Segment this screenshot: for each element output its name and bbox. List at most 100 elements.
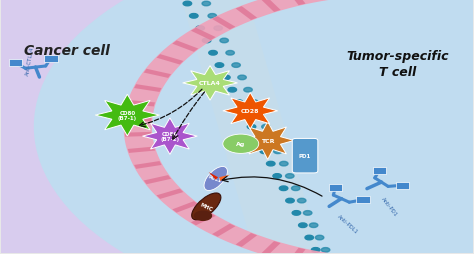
Circle shape — [209, 51, 217, 56]
Circle shape — [244, 88, 252, 93]
FancyBboxPatch shape — [356, 196, 370, 203]
Polygon shape — [134, 161, 162, 169]
Text: CD86
(B7-2): CD86 (B7-2) — [160, 131, 180, 142]
Circle shape — [321, 248, 330, 252]
Circle shape — [262, 125, 270, 130]
Text: Cancer cell: Cancer cell — [24, 44, 110, 58]
Polygon shape — [180, 0, 322, 254]
Polygon shape — [212, 224, 236, 237]
Polygon shape — [134, 85, 162, 93]
Text: Ag: Ag — [236, 142, 246, 147]
Polygon shape — [156, 189, 183, 199]
Circle shape — [202, 39, 211, 44]
Circle shape — [292, 186, 300, 191]
Polygon shape — [128, 147, 155, 153]
Polygon shape — [95, 95, 159, 136]
Polygon shape — [156, 55, 183, 65]
Circle shape — [266, 162, 275, 166]
Circle shape — [305, 235, 313, 240]
Circle shape — [196, 27, 204, 31]
Circle shape — [238, 76, 246, 80]
FancyBboxPatch shape — [9, 60, 22, 67]
Circle shape — [255, 113, 264, 117]
Text: CD28: CD28 — [241, 109, 259, 114]
Circle shape — [223, 135, 259, 154]
Text: Anti-PD1: Anti-PD1 — [380, 196, 398, 217]
Circle shape — [222, 76, 230, 80]
Wedge shape — [0, 0, 242, 254]
Polygon shape — [317, 0, 332, 1]
Circle shape — [247, 125, 256, 130]
Polygon shape — [241, 122, 294, 160]
Circle shape — [235, 100, 243, 105]
Circle shape — [220, 39, 228, 44]
Polygon shape — [219, 175, 230, 181]
Circle shape — [232, 64, 240, 68]
Wedge shape — [34, 0, 388, 254]
Circle shape — [279, 186, 288, 191]
Circle shape — [315, 235, 324, 240]
Text: MHC: MHC — [199, 201, 213, 212]
Polygon shape — [236, 233, 257, 247]
Polygon shape — [124, 0, 355, 254]
Polygon shape — [144, 175, 171, 184]
FancyBboxPatch shape — [329, 184, 342, 191]
Circle shape — [280, 162, 288, 166]
Circle shape — [202, 2, 210, 7]
Polygon shape — [125, 132, 152, 137]
Ellipse shape — [191, 193, 221, 220]
Circle shape — [260, 149, 269, 154]
Polygon shape — [128, 101, 155, 107]
Polygon shape — [125, 117, 152, 122]
Polygon shape — [191, 28, 216, 41]
FancyBboxPatch shape — [396, 182, 410, 189]
Text: PDL1: PDL1 — [207, 173, 222, 183]
Polygon shape — [144, 70, 171, 79]
Bar — [388, 1, 474, 253]
Circle shape — [286, 199, 294, 203]
Circle shape — [228, 88, 237, 93]
Circle shape — [194, 211, 211, 220]
Circle shape — [310, 223, 318, 228]
Circle shape — [214, 27, 222, 31]
Polygon shape — [288, 248, 306, 254]
Text: Anti-CTLA4: Anti-CTLA4 — [25, 46, 35, 76]
Circle shape — [303, 211, 312, 215]
Polygon shape — [212, 17, 236, 30]
Polygon shape — [288, 0, 306, 6]
Polygon shape — [143, 118, 197, 155]
Circle shape — [215, 64, 224, 68]
Polygon shape — [261, 0, 281, 13]
Circle shape — [254, 137, 262, 142]
Circle shape — [268, 137, 276, 142]
Text: PD1: PD1 — [299, 154, 311, 158]
Polygon shape — [317, 253, 332, 254]
Circle shape — [273, 174, 282, 179]
Circle shape — [298, 199, 306, 203]
Polygon shape — [191, 213, 216, 226]
Circle shape — [299, 223, 307, 228]
Polygon shape — [182, 66, 237, 101]
Polygon shape — [172, 201, 198, 213]
FancyBboxPatch shape — [44, 56, 57, 63]
Circle shape — [241, 113, 249, 117]
Circle shape — [285, 174, 294, 179]
Polygon shape — [236, 7, 257, 21]
Circle shape — [311, 248, 320, 252]
Circle shape — [273, 149, 282, 154]
Text: CD80
(B7-1): CD80 (B7-1) — [118, 110, 137, 121]
Text: TCR: TCR — [261, 138, 274, 144]
FancyBboxPatch shape — [373, 167, 386, 174]
Polygon shape — [209, 172, 218, 180]
Polygon shape — [172, 41, 198, 53]
Text: Anti-PDL1: Anti-PDL1 — [337, 213, 359, 234]
Circle shape — [292, 211, 301, 215]
Circle shape — [250, 100, 258, 105]
Circle shape — [190, 14, 198, 19]
Ellipse shape — [204, 167, 228, 191]
Polygon shape — [223, 93, 278, 130]
Text: CTLA4: CTLA4 — [199, 81, 221, 86]
Circle shape — [226, 51, 234, 56]
Circle shape — [208, 14, 217, 19]
Circle shape — [183, 2, 191, 7]
